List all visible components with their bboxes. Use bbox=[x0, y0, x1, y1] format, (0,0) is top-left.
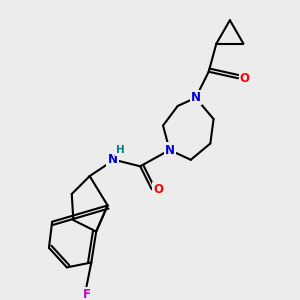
Text: O: O bbox=[153, 183, 163, 196]
Text: O: O bbox=[240, 72, 250, 85]
Text: F: F bbox=[82, 288, 90, 300]
Text: N: N bbox=[107, 153, 118, 166]
Text: N: N bbox=[165, 143, 175, 157]
Text: H: H bbox=[116, 145, 125, 155]
Text: N: N bbox=[191, 91, 201, 104]
Text: N: N bbox=[191, 91, 201, 104]
